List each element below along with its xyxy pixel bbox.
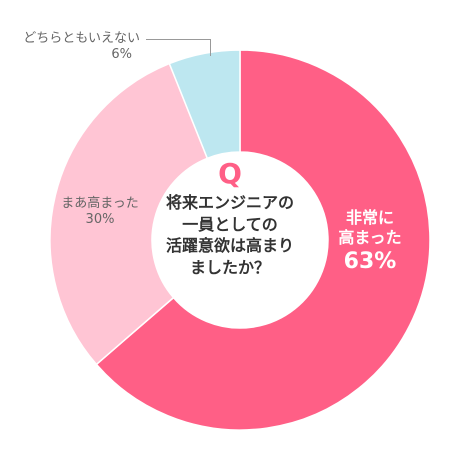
question-line-4: ましたか？ xyxy=(189,257,270,277)
slice-name-very-line2: 高まった xyxy=(338,228,402,247)
slice-name-somewhat: まあ高まった xyxy=(61,196,139,211)
leader-line-neutral xyxy=(146,39,211,56)
slice-label-neutral: どちらともいえない 6% xyxy=(0,31,140,64)
slice-name-neutral: どちらともいえない xyxy=(23,31,140,46)
donut-hole xyxy=(152,152,328,328)
center-question: Q 将来エンジニアの 一員としての 活躍意欲は高まり ましたか？ xyxy=(150,160,310,278)
slice-value-very: 63% xyxy=(343,249,397,274)
question-mark: Q xyxy=(218,157,242,190)
slice-name-very-line1: 非常に xyxy=(345,208,394,227)
question-text: 将来エンジニアの 一員としての 活躍意欲は高まり ましたか？ xyxy=(150,192,310,278)
question-line-1: 将来エンジニアの xyxy=(165,193,294,212)
slice-value-somewhat: 30% xyxy=(85,212,115,228)
slice-label-very: 非常に 高まった 63% xyxy=(320,208,420,276)
slice-value-neutral: 6% xyxy=(111,47,132,63)
question-line-2: 一員としての xyxy=(182,214,278,234)
slice-label-somewhat: まあ高まった 30% xyxy=(40,196,160,229)
question-line-3: 活躍意欲は高まり xyxy=(165,236,294,256)
